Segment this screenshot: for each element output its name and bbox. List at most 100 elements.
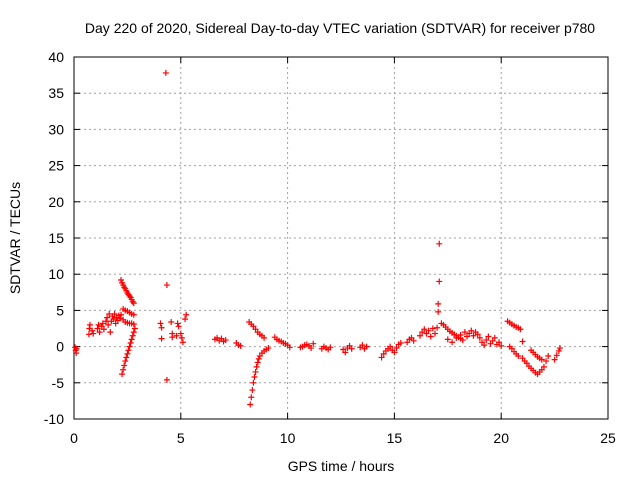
data-point [254,359,261,366]
data-point [261,334,268,341]
data-point [459,337,466,344]
data-point [498,342,505,349]
y-axis-label: SDTVAR / TECUs [7,182,23,294]
data-point [123,354,130,361]
data-point [427,333,434,340]
y-tick-label: -10 [44,411,64,427]
data-point [436,240,443,247]
data-point [286,344,293,351]
data-point [431,330,438,337]
data-point [247,401,254,408]
y-tick-label: 20 [48,194,64,210]
data-point [99,320,106,327]
data-point [103,318,110,325]
chart-title: Day 220 of 2020, Sidereal Day-to-day VTE… [85,20,595,36]
data-point [104,314,111,321]
data-point [122,358,129,365]
data-point [94,325,101,332]
data-point [453,334,460,341]
data-point [327,344,334,351]
data-point [121,362,128,369]
data-point [168,318,175,325]
data-point [130,321,137,328]
data-point [111,311,118,318]
data-point [461,329,468,336]
data-point [107,329,114,336]
data-point [255,355,262,362]
data-point [540,363,547,370]
data-point [177,330,184,337]
data-point [87,321,94,328]
data-point [124,350,131,357]
data-point [130,329,137,336]
data-point [543,358,550,365]
data-point [491,334,498,341]
data-point [96,329,103,336]
data-point [551,356,558,363]
data-point [252,368,259,375]
data-point [378,354,385,361]
data-point [182,316,189,323]
data-point [391,349,398,356]
data-point [308,345,315,352]
y-tick-label: 25 [48,158,64,174]
data-point [248,394,255,401]
data-point [470,332,477,339]
x-tick-label: 10 [280,430,296,446]
data-point [163,282,170,289]
axis-ticks [73,56,609,420]
data-point [163,376,170,383]
data-point [363,343,370,350]
data-point [126,343,133,350]
data-point [105,321,112,328]
data-point [106,311,113,318]
data-point [116,315,123,322]
grid-lines [74,57,608,419]
data-point [85,331,92,338]
data-point [483,337,490,344]
data-point [310,340,317,347]
data-point [162,69,169,76]
data-point [435,308,442,315]
data-point [429,325,436,332]
data-point [125,347,132,354]
y-tick-label: 10 [48,266,64,282]
x-tick-label: 0 [70,430,78,446]
data-point [128,336,135,343]
data-point [120,366,127,373]
data-point [119,371,126,378]
data-point [249,387,256,394]
data-point [397,339,404,346]
data-point [555,347,562,354]
data-point [117,311,124,318]
y-tick-label: 0 [56,339,64,355]
data-point [157,320,164,327]
y-tick-label: 5 [56,302,64,318]
data-point [457,332,464,339]
data-point [127,339,134,346]
x-tick-label: 15 [387,430,403,446]
data-point [348,345,355,352]
data-point [444,336,451,343]
data-point [237,342,244,349]
data-point [476,334,483,341]
data-point [174,320,181,327]
data-point [90,330,97,337]
data-point [100,326,107,333]
data-point [265,345,272,352]
data-point [515,353,522,360]
data-point [545,353,552,360]
data-point [117,276,124,283]
data-point [173,332,180,339]
data-point [519,338,526,345]
data-point [89,327,96,334]
data-point [130,311,137,318]
data-point [421,326,428,333]
y-tick-label: -5 [52,375,65,391]
data-point [359,342,366,349]
x-tick-label: 5 [177,430,185,446]
data-point [474,331,481,338]
data-series-sdtvar [72,69,563,408]
data-point [538,356,545,363]
